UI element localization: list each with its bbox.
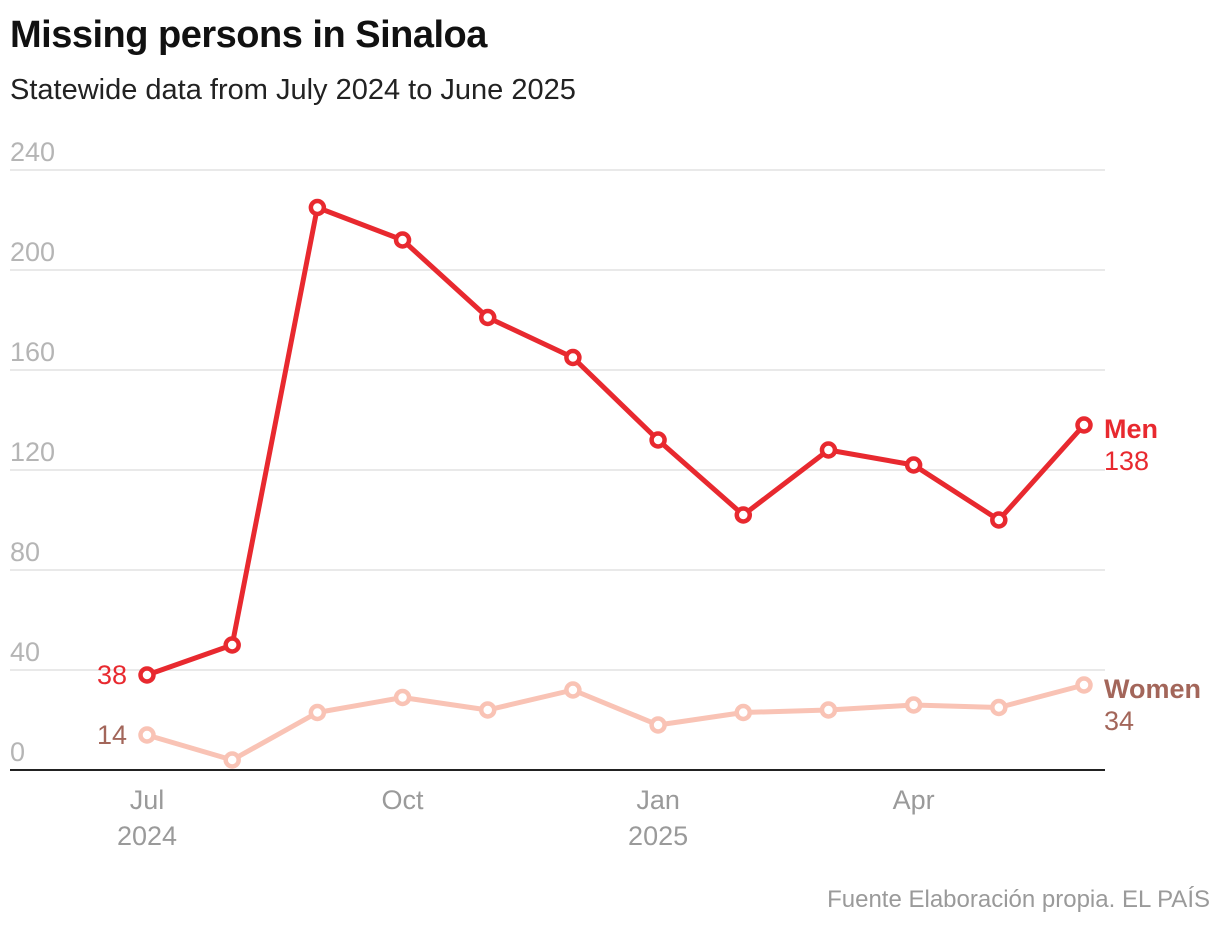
women-point-2025-06 <box>1075 676 1093 694</box>
women-point-2025-05 <box>990 698 1008 717</box>
men-point-2024-12 <box>564 348 582 367</box>
women-series-line <box>144 682 1087 763</box>
x-tick-label-jul: Jul <box>130 785 165 815</box>
y-tick-label-40: 40 <box>10 637 40 667</box>
women-point-2024-10 <box>393 688 412 707</box>
chart-subtitle: Statewide data from July 2024 to June 20… <box>10 74 576 106</box>
y-tick-label-160: 160 <box>10 337 55 367</box>
men-point-2024-09 <box>308 198 327 217</box>
men-point-2025-05 <box>990 511 1008 529</box>
women-point-2025-03 <box>819 701 838 719</box>
chart-title: Missing persons in Sinaloa <box>10 14 487 56</box>
x-tick-label-apr: Apr <box>893 785 935 815</box>
men-point-2024-10 <box>393 231 412 249</box>
x-tick-label-jan: Jan <box>636 785 680 815</box>
women-point-2024-08 <box>223 751 241 769</box>
women-point-2024-09 <box>308 703 327 722</box>
y-tick-label-120: 120 <box>10 437 55 467</box>
women-point-2025-02 <box>734 703 753 722</box>
men-start-label: 38 <box>97 660 127 690</box>
men-point-2024-08 <box>223 636 241 654</box>
source-note: Fuente Elaboración propia. EL PAÍS <box>827 886 1210 913</box>
x-tick-label-oct: Oct <box>382 785 425 815</box>
y-tick-label-0: 0 <box>10 737 25 767</box>
men-point-2025-06 <box>1075 416 1093 434</box>
men-point-2024-11 <box>478 308 497 327</box>
women-end-label: 34 <box>1104 706 1134 736</box>
men-point-2025-03 <box>819 441 838 459</box>
women-point-2024-12 <box>564 681 582 699</box>
x-tick-year-2024: 2024 <box>117 821 177 851</box>
men-series-line <box>144 205 1087 678</box>
men-point-2024-07 <box>138 666 156 684</box>
women-start-label: 14 <box>97 720 127 750</box>
women-point-2024-11 <box>478 701 497 719</box>
men-point-2025-04 <box>904 456 923 474</box>
y-tick-label-200: 200 <box>10 237 55 267</box>
y-tick-label-80: 80 <box>10 537 40 567</box>
women-series-name: Women <box>1104 674 1201 704</box>
men-end-label: 138 <box>1104 446 1149 476</box>
men-point-2025-02 <box>734 506 753 524</box>
men-point-2025-01 <box>649 431 667 449</box>
y-tick-label-240: 240 <box>10 137 55 167</box>
women-point-2024-07 <box>138 726 156 744</box>
men-series-name: Men <box>1104 414 1158 444</box>
x-tick-year-2025: 2025 <box>628 821 688 851</box>
women-point-2025-04 <box>904 696 923 714</box>
women-point-2025-01 <box>649 716 667 734</box>
